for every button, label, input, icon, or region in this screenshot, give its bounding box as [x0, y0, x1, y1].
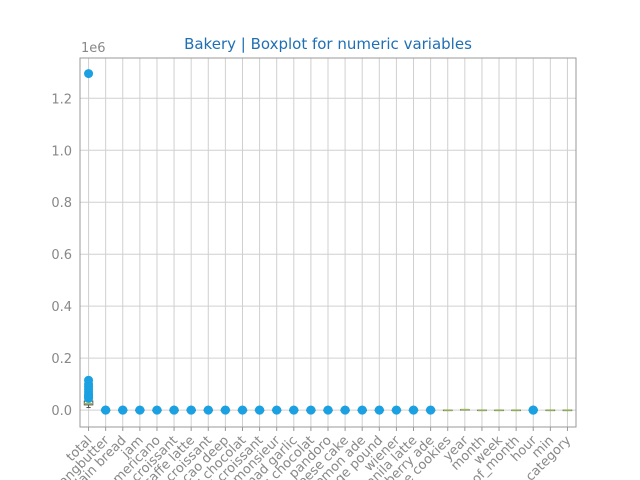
- y-tick-label: 0.8: [51, 196, 72, 211]
- flier: [426, 405, 436, 415]
- flier: [220, 405, 230, 415]
- flier: [255, 405, 265, 415]
- flier: [237, 405, 247, 415]
- y-tick-label: 0.4: [51, 300, 72, 315]
- flier: [391, 405, 401, 415]
- flier: [101, 405, 111, 415]
- flier: [357, 405, 367, 415]
- y-tick-label: 0.6: [51, 248, 72, 263]
- flier: [272, 405, 282, 415]
- chart-title: Bakery | Boxplot for numeric variables: [184, 35, 472, 53]
- flier: [84, 375, 94, 385]
- flier: [186, 405, 196, 415]
- flier: [289, 405, 299, 415]
- y-tick-label: 0.0: [51, 404, 72, 419]
- flier: [323, 405, 333, 415]
- flier: [409, 405, 419, 415]
- y-tick-label: 0.2: [51, 352, 72, 367]
- flier: [169, 405, 179, 415]
- y-tick-label: 1.0: [51, 144, 72, 159]
- flier: [374, 405, 384, 415]
- flier: [84, 69, 94, 79]
- flier: [118, 405, 128, 415]
- y-tick-label: 1.2: [51, 92, 72, 107]
- flier: [340, 405, 350, 415]
- flier: [528, 405, 538, 415]
- flier: [203, 405, 213, 415]
- flier: [135, 405, 145, 415]
- flier: [152, 405, 162, 415]
- flier: [306, 405, 316, 415]
- axis-offset-label: 1e6: [81, 41, 106, 56]
